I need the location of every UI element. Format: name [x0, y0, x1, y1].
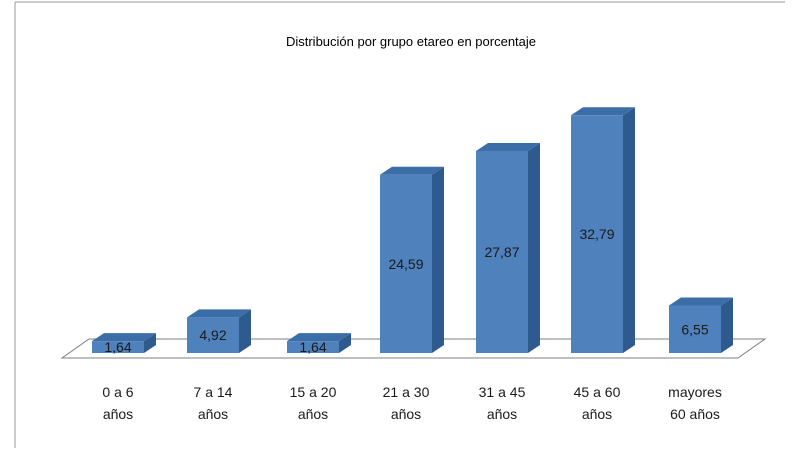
category-label-7-line-1: mayores	[668, 384, 722, 400]
category-label-4-line-1: 21 a 30	[383, 384, 430, 400]
data-labels-group: 1,64 4,92 1,64 24,59 27,87 32,79 6,55	[104, 226, 708, 355]
bar-top-face	[476, 142, 540, 151]
category-label-2-line-1: 7 a 14	[194, 384, 233, 400]
bar-7	[669, 297, 733, 353]
bar-5	[476, 142, 540, 353]
bar-1	[92, 333, 156, 353]
bar-front-face	[187, 317, 239, 353]
bar-front-face	[476, 150, 528, 353]
category-label-3-line-2: años	[298, 406, 328, 422]
bar-top-face	[669, 297, 733, 306]
data-label-2: 4,92	[199, 327, 226, 343]
chart-title: Distribución por grupo etareo en porcent…	[286, 34, 536, 49]
category-label-7-line-2: 60 años	[670, 406, 720, 422]
category-label-5-line-2: años	[487, 406, 517, 422]
category-label-6-line-2: años	[582, 406, 612, 422]
bar-4	[380, 166, 444, 353]
bars-group	[92, 107, 733, 354]
bar-front-face	[92, 341, 144, 353]
data-label-7: 6,55	[681, 321, 708, 337]
category-label-3-line-1: 15 a 20	[290, 384, 337, 400]
bar-side-face	[239, 309, 251, 353]
data-label-1: 1,64	[104, 339, 131, 355]
bar-top-face	[92, 333, 156, 342]
bar-side-face	[144, 333, 156, 353]
category-label-2-line-2: años	[198, 406, 228, 422]
category-label-1-line-2: años	[103, 406, 133, 422]
category-label-4-line-2: años	[391, 406, 421, 422]
data-label-3: 1,64	[299, 339, 326, 355]
bar-front-face	[571, 115, 623, 354]
bar-top-face	[187, 309, 251, 318]
category-label-1-line-1: 0 a 6	[102, 384, 133, 400]
bar-6	[571, 107, 635, 354]
bar-side-face	[528, 142, 540, 353]
bar-side-face	[623, 107, 635, 354]
category-label-6-line-1: 45 a 60	[574, 384, 621, 400]
bar-side-face	[339, 333, 351, 353]
bar-front-face	[287, 341, 339, 353]
category-label-5-line-1: 31 a 45	[479, 384, 526, 400]
category-labels-group: 0 a 6 años 7 a 14 años 15 a 20 años 21 a 30 año…	[102, 384, 721, 422]
bar-side-face	[721, 297, 733, 353]
data-label-4: 24,59	[388, 256, 423, 272]
bar-top-face	[380, 166, 444, 175]
bar-front-face	[669, 305, 721, 353]
bar-side-face	[432, 166, 444, 353]
bar-2	[187, 309, 251, 353]
bar-front-face	[380, 174, 432, 353]
data-label-6: 32,79	[579, 226, 614, 242]
data-label-5: 27,87	[484, 244, 519, 260]
bar-top-face	[287, 333, 351, 342]
bar-3	[287, 333, 351, 353]
bar-top-face	[571, 107, 635, 116]
